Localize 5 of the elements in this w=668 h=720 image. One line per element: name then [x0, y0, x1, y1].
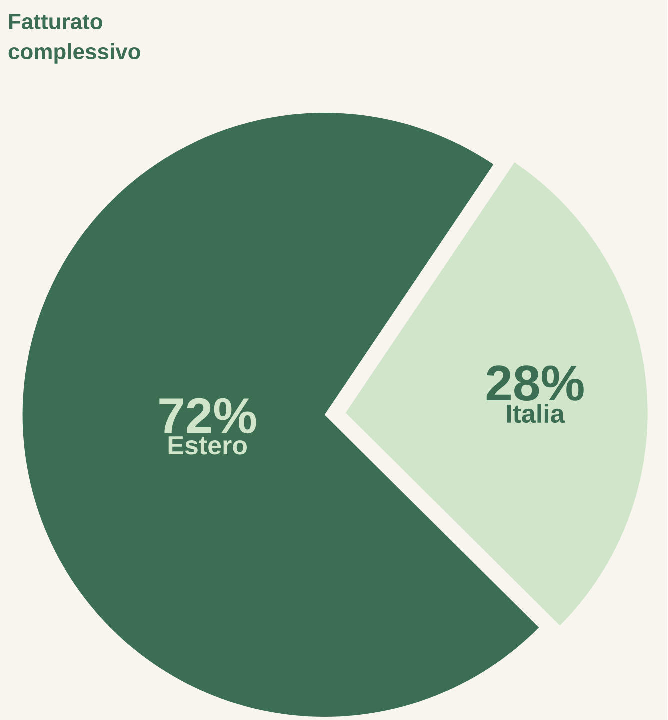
chart-title: Fatturato complessivo [8, 14, 140, 64]
data-label: 72% [160, 398, 256, 434]
slice-label: Estero [168, 436, 248, 455]
slice-label: Italia [507, 404, 566, 424]
data-label: 28% [486, 366, 584, 402]
